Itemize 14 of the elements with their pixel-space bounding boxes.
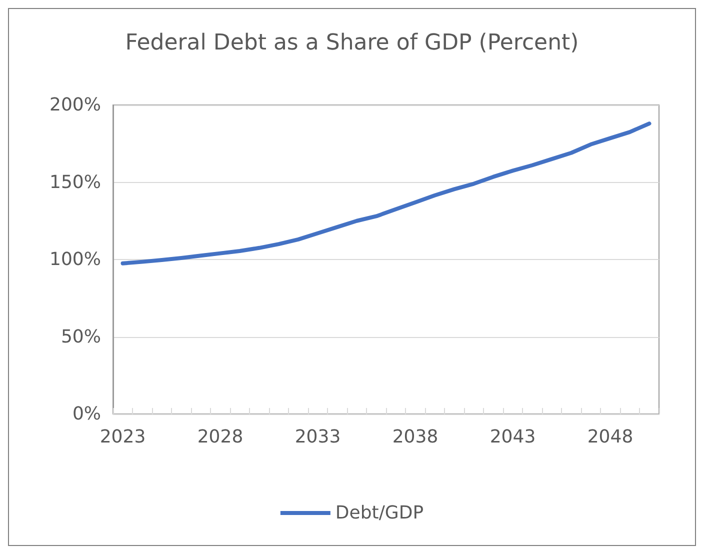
legend-label: Debt/GDP [335, 502, 424, 524]
x-tick-label: 2023 [100, 426, 146, 448]
line-series [120, 122, 652, 266]
x-tick-label: 2043 [490, 426, 536, 448]
chart-title: Federal Debt as a Share of GDP (Percent) [125, 30, 579, 56]
y-tick-label: 0% [72, 404, 101, 424]
x-tick-label: 2048 [587, 426, 634, 448]
x-tick-label: 2033 [294, 426, 341, 448]
x-tick-label: 2028 [197, 426, 244, 448]
x-tick-label: 2038 [392, 426, 438, 448]
y-tick-label: 100% [50, 249, 101, 270]
y-tick-label: 200% [50, 94, 101, 116]
y-tick-label: 150% [50, 172, 101, 193]
y-tick-label: 50% [60, 326, 101, 348]
